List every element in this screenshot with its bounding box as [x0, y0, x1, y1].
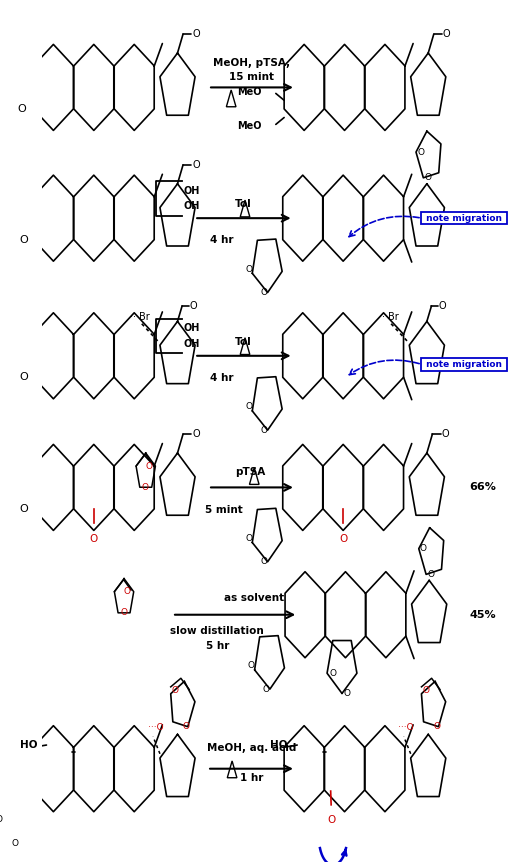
Text: O: O [427, 570, 434, 579]
Text: O: O [192, 160, 200, 170]
Text: O: O [424, 173, 432, 182]
Text: O: O [183, 722, 189, 731]
Text: 5 mint: 5 mint [205, 505, 243, 514]
Text: O: O [20, 504, 28, 514]
Text: O: O [124, 587, 131, 596]
Text: OH: OH [184, 338, 200, 349]
Text: MeOH, aq. acid: MeOH, aq. acid [207, 743, 296, 753]
Text: O: O [248, 661, 254, 670]
Text: O: O [327, 816, 335, 825]
Text: MeOH, pTSA,: MeOH, pTSA, [214, 58, 291, 67]
Text: O: O [442, 429, 449, 439]
Text: O: O [192, 29, 200, 39]
Text: O: O [422, 686, 430, 695]
Text: O: O [245, 265, 252, 274]
Text: 15 mint: 15 mint [230, 72, 275, 82]
Text: OH: OH [184, 186, 200, 196]
Text: O: O [142, 482, 149, 492]
Text: O: O [329, 669, 336, 677]
Text: as solvent: as solvent [224, 593, 284, 602]
Text: ···O: ···O [147, 723, 163, 733]
Text: MeO: MeO [237, 86, 262, 97]
Text: ···Br: ···Br [130, 312, 150, 322]
Text: O: O [245, 534, 252, 543]
Text: 1 hr: 1 hr [240, 773, 263, 783]
Text: HO: HO [270, 740, 288, 750]
Text: ···Br: ···Br [379, 312, 399, 322]
Text: O: O [439, 301, 446, 311]
Text: 4 hr: 4 hr [210, 373, 234, 383]
Text: O: O [189, 301, 197, 311]
Text: O: O [11, 839, 18, 847]
Text: ···O: ···O [398, 723, 414, 733]
Text: 5 hr: 5 hr [206, 640, 229, 651]
Text: OH: OH [184, 324, 200, 333]
Text: O: O [420, 545, 427, 553]
Text: note migration: note migration [423, 360, 505, 369]
Text: O: O [20, 372, 28, 382]
Text: O: O [89, 534, 98, 544]
Text: O: O [343, 689, 350, 698]
Text: O: O [263, 684, 270, 694]
Text: note migration: note migration [423, 214, 505, 223]
Text: MeO: MeO [237, 121, 262, 131]
Text: O: O [20, 235, 28, 245]
Text: Tol: Tol [235, 199, 252, 210]
Text: O: O [261, 288, 267, 297]
Text: pTSA: pTSA [235, 467, 265, 477]
Text: 4 hr: 4 hr [210, 236, 234, 245]
Text: O: O [261, 557, 267, 566]
Text: O: O [245, 402, 252, 411]
Text: O: O [261, 425, 267, 435]
Text: O: O [120, 608, 127, 617]
Text: O: O [433, 722, 440, 731]
Text: O: O [0, 815, 3, 824]
Text: O: O [417, 148, 424, 156]
Text: O: O [443, 29, 450, 39]
Text: O: O [146, 462, 153, 470]
Text: 45%: 45% [469, 610, 496, 620]
Text: O: O [339, 534, 347, 544]
Text: Tol: Tol [235, 337, 252, 347]
Text: O: O [172, 686, 179, 695]
Text: HO: HO [20, 740, 37, 750]
Text: slow distillation: slow distillation [171, 626, 264, 636]
Text: 66%: 66% [469, 482, 496, 493]
Text: O: O [17, 104, 26, 114]
Text: O: O [192, 429, 200, 439]
Text: OH: OH [184, 201, 200, 211]
